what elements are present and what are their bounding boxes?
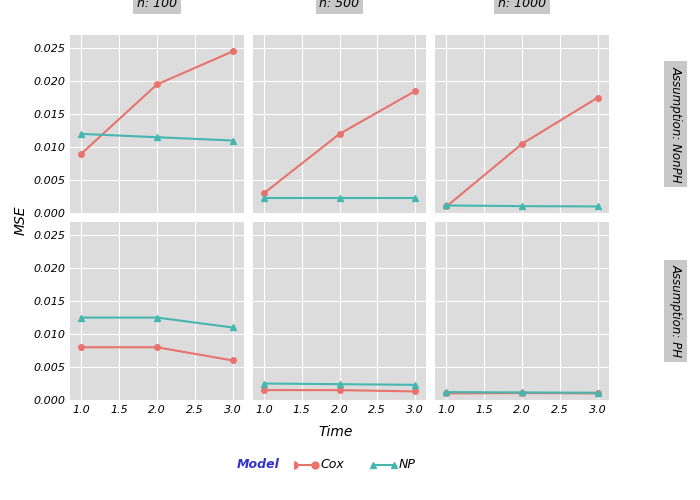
Text: Assumption: PH: Assumption: PH: [669, 264, 682, 358]
Text: n: 100: n: 100: [137, 0, 177, 10]
Text: NP: NP: [399, 458, 416, 471]
Text: MSE: MSE: [14, 205, 28, 235]
Text: n: 500: n: 500: [319, 0, 360, 10]
Text: Cox: Cox: [321, 458, 344, 471]
Text: Time: Time: [318, 426, 354, 440]
Text: n: 1000: n: 1000: [498, 0, 546, 10]
Text: Model: Model: [237, 458, 280, 471]
Text: Assumption: NonPH: Assumption: NonPH: [669, 66, 682, 182]
